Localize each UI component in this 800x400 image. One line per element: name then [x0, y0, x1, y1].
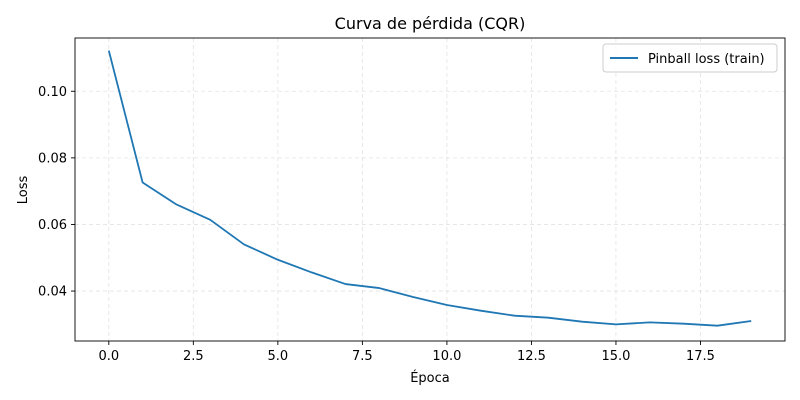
x-tick-label: 2.5 — [183, 349, 204, 364]
chart-title: Curva de pérdida (CQR) — [335, 14, 526, 33]
x-axis-label: Época — [410, 370, 450, 386]
y-tick-label: 0.08 — [38, 151, 67, 166]
x-tick-label: 15.0 — [601, 349, 630, 364]
x-axis-ticks: 0.0 2.5 5.0 7.5 10.0 12.5 15.0 17.5 — [98, 341, 715, 364]
legend-label: Pinball loss (train) — [648, 52, 765, 67]
y-axis-label: Loss — [16, 176, 31, 205]
x-tick-label: 7.5 — [352, 349, 373, 364]
x-tick-label: 10.0 — [432, 349, 461, 364]
legend-box — [602, 43, 778, 73]
x-tick-label: 12.5 — [517, 349, 546, 364]
x-tick-label: 17.5 — [686, 349, 715, 364]
y-tick-label: 0.04 — [38, 285, 67, 300]
plot-frame — [74, 37, 786, 342]
y-tick-label: 0.10 — [38, 85, 67, 100]
grid-lines — [75, 38, 785, 341]
legend: Pinball loss (train) — [602, 43, 778, 73]
x-tick-label: 0.0 — [98, 349, 119, 364]
y-tick-label: 0.06 — [38, 218, 67, 233]
x-tick-label: 5.0 — [268, 349, 289, 364]
y-axis-ticks: 0.04 0.06 0.08 0.10 — [38, 85, 75, 300]
series-layer — [107, 50, 752, 327]
series-line — [107, 50, 752, 327]
